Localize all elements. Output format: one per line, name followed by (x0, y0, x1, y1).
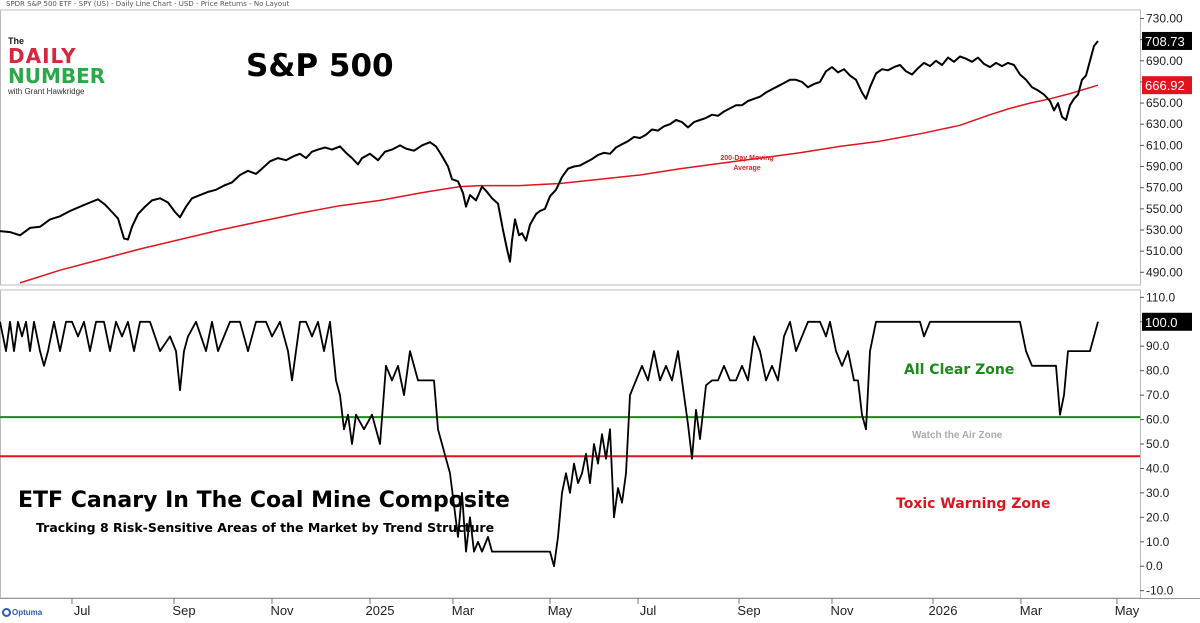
y-tick-label: 50.0 (1146, 437, 1170, 451)
x-tick-label: Jul (74, 603, 91, 618)
x-tick-label: Nov (830, 603, 854, 618)
last-price-tag: 708.73 (1145, 34, 1185, 49)
y-tick-label: 610.00 (1146, 138, 1183, 152)
x-tick-label: Nov (270, 603, 294, 618)
y-tick-label: 110.0 (1146, 290, 1175, 304)
y-tick-label: 530.00 (1146, 223, 1183, 237)
optuma-text: Optuma (12, 608, 43, 617)
zone-all-clear-label: All Clear Zone (904, 362, 1015, 378)
logo-with: with Grant Hawkridge (8, 87, 85, 96)
ma-200-line (19, 84, 1099, 284)
logo-number: NUMBER (8, 64, 106, 88)
last-ma-tag-bg (1142, 76, 1192, 95)
composite-line (0, 320, 1099, 568)
x-tick-label: Jul (640, 603, 657, 618)
zone-watch-air-label: Watch the Air Zone (912, 430, 1003, 441)
logo-the: The (8, 36, 25, 46)
y-tick-label: 0.0 (1146, 559, 1163, 573)
y-tick-label: 40.0 (1146, 461, 1170, 475)
daily-number-logo: The DAILY NUMBER with Grant Hawkridge (6, 36, 126, 96)
last-price-tag-bg (1142, 31, 1192, 50)
optuma-watermark: Optuma (2, 608, 43, 618)
ma-annotation: 200-Day Moving Average (720, 155, 774, 172)
y-tick-label: 730.00 (1146, 11, 1183, 25)
optuma-icon (2, 608, 11, 618)
logo-daily: DAILY (8, 44, 77, 68)
y-tick-label: 570.00 (1146, 181, 1183, 195)
y-tick-label: -10.0 (1146, 584, 1174, 598)
x-tick-label: Mar (1020, 603, 1043, 618)
y-tick-label: 510.00 (1146, 244, 1183, 258)
chart-header: SPDR S&P 500 ETF - SPY (US) - Daily Line… (6, 0, 290, 8)
composite-subtitle: Tracking 8 Risk-Sensitive Areas of the M… (36, 520, 495, 535)
y-tick-label: 60.0 (1146, 413, 1170, 427)
x-tick-label: 2025 (366, 603, 395, 618)
y-tick-label: 590.00 (1146, 160, 1183, 174)
x-tick-label: Mar (452, 603, 475, 618)
x-tick-label: Sep (737, 603, 760, 618)
price-panel-frame (0, 9, 1141, 286)
y-tick-label: 80.0 (1146, 364, 1170, 378)
y-tick-label: 20.0 (1146, 510, 1170, 524)
y-tick-label: 630.00 (1146, 117, 1183, 131)
x-tick-label: Sep (172, 603, 195, 618)
y-tick-label: 550.00 (1146, 202, 1183, 216)
price-chart-title: S&P 500 (246, 48, 394, 84)
last-ma-tag: 666.92 (1145, 78, 1185, 93)
last-composite-tag-bg (1142, 312, 1192, 331)
x-tick-label: May (548, 603, 573, 618)
x-tick-label: May (1115, 603, 1140, 618)
y-tick-label: 30.0 (1146, 486, 1170, 500)
y-tick-label: 90.0 (1146, 339, 1170, 353)
y-tick-label: 650.00 (1146, 96, 1183, 110)
composite-title: ETF Canary In The Coal Mine Composite (18, 488, 510, 513)
last-composite-tag: 100.0 (1145, 315, 1178, 330)
composite-panel-frame (0, 289, 1141, 599)
y-tick-label: 10.0 (1146, 535, 1170, 549)
zone-toxic-label: Toxic Warning Zone (896, 496, 1051, 512)
y-tick-label: 690.00 (1146, 54, 1183, 68)
price-line (0, 40, 1099, 263)
y-tick-label: 70.0 (1146, 388, 1170, 402)
y-tick-label: 490.00 (1146, 265, 1183, 279)
x-tick-label: 2026 (929, 603, 958, 618)
